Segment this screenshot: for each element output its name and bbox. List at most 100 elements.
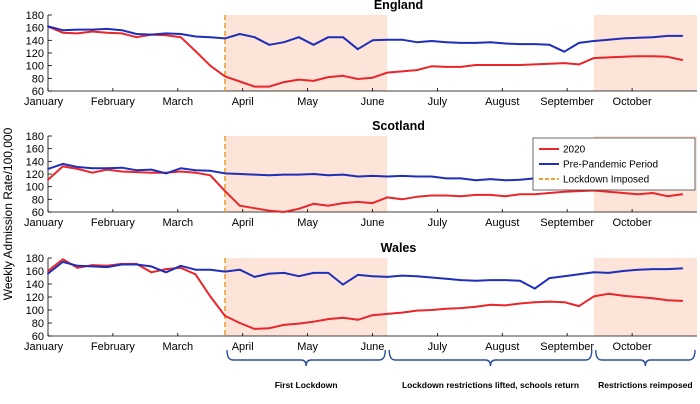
england-x-tick-label-july: July bbox=[428, 96, 448, 108]
england-point bbox=[460, 42, 462, 44]
scotland-x-tick-label-january: January bbox=[24, 217, 64, 229]
wales-point bbox=[179, 264, 182, 267]
england-point bbox=[651, 55, 654, 58]
wales-x-tick-label-april: April bbox=[232, 341, 254, 353]
england-point bbox=[150, 33, 153, 36]
wales-point bbox=[401, 274, 403, 277]
scotland-point bbox=[238, 173, 241, 175]
wales-point bbox=[519, 279, 521, 282]
scotland-x-tick-label-april: April bbox=[232, 217, 254, 229]
england-point bbox=[106, 31, 108, 34]
wales-point bbox=[651, 268, 654, 270]
scotland-point bbox=[533, 193, 536, 196]
scotland-point bbox=[651, 192, 654, 194]
scotland-point bbox=[165, 172, 167, 175]
wales-point bbox=[563, 275, 566, 278]
england-point bbox=[91, 28, 94, 31]
england-shaded-region-1 bbox=[593, 15, 697, 91]
england-point bbox=[297, 36, 300, 39]
england-point bbox=[76, 32, 79, 35]
scotland-point bbox=[253, 173, 256, 176]
wales-point bbox=[224, 270, 226, 273]
wales-point bbox=[445, 307, 448, 310]
england-y-tick-label: 140 bbox=[26, 35, 44, 47]
england-point bbox=[238, 80, 241, 83]
scotland-point bbox=[76, 168, 79, 170]
wales-point bbox=[194, 273, 197, 276]
england-point bbox=[209, 36, 212, 39]
england-point bbox=[651, 36, 654, 39]
wales-point bbox=[666, 268, 669, 270]
england-point bbox=[371, 76, 374, 79]
annotation-label-2: Restrictions reimposed bbox=[598, 380, 692, 390]
england-y-tick-label: 100 bbox=[26, 61, 44, 73]
scotland-point bbox=[519, 178, 521, 181]
england-point bbox=[224, 75, 226, 78]
england-point bbox=[489, 41, 492, 44]
wales-point bbox=[253, 328, 256, 330]
scotland-point bbox=[401, 198, 403, 201]
england-point bbox=[356, 78, 359, 80]
wales-point bbox=[415, 309, 418, 312]
england-y-tick-label: 80 bbox=[32, 73, 44, 85]
wales-series-blue bbox=[47, 260, 683, 290]
england-x-tick-label-june: June bbox=[361, 96, 385, 108]
england-point bbox=[268, 85, 271, 88]
england-point bbox=[592, 40, 595, 42]
scotland-point bbox=[474, 179, 477, 182]
scotland-point bbox=[460, 195, 462, 198]
scotland-point bbox=[47, 168, 49, 170]
england-point bbox=[120, 32, 123, 35]
scotland-x-tick-label-march: March bbox=[163, 217, 194, 229]
wales-point bbox=[519, 302, 521, 305]
scotland-y-tick-label: 180 bbox=[26, 131, 44, 143]
england-point bbox=[681, 35, 684, 37]
scotland-x-tick-label-september: September bbox=[540, 217, 594, 229]
wales-point bbox=[342, 316, 344, 319]
england-point bbox=[460, 66, 462, 68]
scotland-point bbox=[415, 195, 418, 198]
annotation-bracket-0 bbox=[226, 349, 386, 367]
scotland-point bbox=[47, 178, 49, 181]
wales-point bbox=[592, 295, 595, 298]
wales-point bbox=[415, 275, 418, 278]
scotland-point bbox=[371, 175, 374, 177]
england-point bbox=[297, 78, 300, 81]
scotland-x-tick-label-july: July bbox=[428, 217, 448, 229]
scotland-point bbox=[224, 172, 226, 175]
england-point bbox=[666, 35, 669, 37]
england-point bbox=[430, 40, 433, 42]
scotland-x-tick-label-february: February bbox=[91, 217, 136, 229]
wales-point bbox=[578, 305, 580, 307]
wales-point bbox=[150, 271, 153, 274]
england-point bbox=[489, 64, 492, 66]
england-point bbox=[519, 64, 521, 66]
scotland-point bbox=[61, 163, 64, 165]
scotland-point bbox=[120, 166, 123, 169]
wales-point bbox=[401, 311, 403, 314]
wales-title: Wales bbox=[381, 241, 417, 255]
england-point bbox=[504, 64, 507, 66]
wales-point bbox=[268, 327, 271, 330]
scotland-x-tick-label-august: August bbox=[485, 217, 519, 229]
wales-x-tick-label-october: October bbox=[613, 341, 652, 353]
england-point bbox=[327, 36, 330, 39]
england-point bbox=[47, 25, 49, 28]
wales-point bbox=[342, 283, 344, 286]
wales-point bbox=[533, 301, 536, 304]
wales-point bbox=[386, 313, 389, 315]
england-point bbox=[312, 80, 315, 82]
scotland-point bbox=[312, 173, 315, 175]
england-point bbox=[356, 48, 359, 51]
scotland-point bbox=[401, 175, 403, 177]
wales-point bbox=[253, 276, 256, 278]
wales-point bbox=[106, 266, 108, 268]
wales-point bbox=[120, 263, 123, 266]
wales-point bbox=[91, 265, 94, 268]
scotland-point bbox=[194, 169, 197, 172]
wales-point bbox=[622, 294, 625, 297]
england-point bbox=[312, 43, 315, 46]
england-x-tick-label-february: February bbox=[91, 96, 136, 108]
scotland-point bbox=[150, 171, 153, 174]
